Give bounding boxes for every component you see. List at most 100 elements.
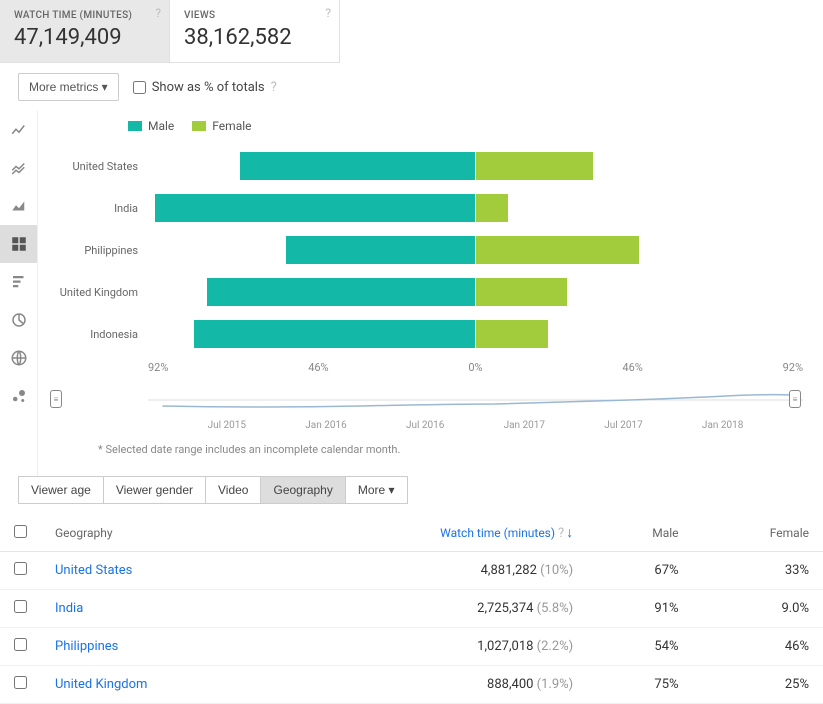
show-as-pct-checkbox[interactable]: Show as % of totals ? <box>133 80 277 95</box>
metric-cards: ? WATCH TIME (MINUTES) 47,149,409 ? VIEW… <box>0 0 823 63</box>
sort-descending-icon: ↓ <box>566 525 573 541</box>
col-geography[interactable]: Geography <box>41 514 275 552</box>
bar-chart-icon[interactable] <box>0 263 37 301</box>
card-label: WATCH TIME (MINUTES) <box>14 10 155 21</box>
bar-row: United States <box>48 145 803 187</box>
axis-ticks: 92% 46% 0% 46% 92% <box>148 361 803 374</box>
bar-track <box>148 320 803 348</box>
help-icon[interactable]: ? <box>558 526 564 541</box>
male-cell: 91% <box>587 590 692 628</box>
bar-female <box>476 194 509 222</box>
watch-time-cell: 888,400 (1.9%) <box>275 666 588 704</box>
geography-link[interactable]: India <box>41 590 275 628</box>
help-icon[interactable]: ? <box>325 6 331 20</box>
help-icon[interactable]: ? <box>155 6 161 20</box>
tab-video[interactable]: Video <box>205 476 261 504</box>
legend-female: Female <box>192 119 251 133</box>
watch-time-cell: 1,027,018 (2.2%) <box>275 628 588 666</box>
grid-icon[interactable] <box>0 225 37 263</box>
area-chart-icon[interactable] <box>0 187 37 225</box>
tab-more[interactable]: More ▾ <box>345 476 408 504</box>
card-views[interactable]: ? VIEWS 38,162,582 <box>170 0 340 63</box>
bar-row: India <box>48 187 803 229</box>
multi-line-icon[interactable] <box>0 149 37 187</box>
select-all-checkbox[interactable] <box>0 514 41 552</box>
female-cell: 9.0% <box>693 590 823 628</box>
scrub-right[interactable]: ≡ <box>789 390 801 408</box>
more-metrics-button[interactable]: More metrics ▾ <box>18 73 119 101</box>
col-female[interactable]: Female <box>693 514 823 552</box>
bar-row: United Kingdom <box>48 271 803 313</box>
bar-male <box>155 194 476 222</box>
watch-time-cell: 4,881,282 (10%) <box>275 552 588 590</box>
line-chart-icon[interactable] <box>0 111 37 149</box>
tab-viewer-age[interactable]: Viewer age <box>18 476 104 504</box>
help-icon[interactable]: ? <box>271 80 277 95</box>
table-row: United Kingdom888,400 (1.9%)75%25% <box>0 666 823 704</box>
table-body: United States4,881,282 (10%)67%33%India2… <box>0 552 823 704</box>
male-cell: 54% <box>587 628 692 666</box>
chart-legend: Male Female <box>48 119 803 133</box>
pie-chart-icon[interactable] <box>0 301 37 339</box>
bar-track <box>148 194 803 222</box>
timeline[interactable]: ≡ ≡ Jul 2015 Jan 2016 Jul 2016 Jan 2017 … <box>48 384 803 431</box>
geography-link[interactable]: Philippines <box>41 628 275 666</box>
geography-link[interactable]: United Kingdom <box>41 666 275 704</box>
tab-viewer-gender[interactable]: Viewer gender <box>103 476 206 504</box>
tab-geography[interactable]: Geography <box>260 476 345 504</box>
bar-male <box>286 236 476 264</box>
card-value: 38,162,582 <box>184 25 325 50</box>
bar-track <box>148 278 803 306</box>
bar-male <box>207 278 476 306</box>
male-cell: 75% <box>587 666 692 704</box>
diverging-bar-chart: United States India Philippines United King… <box>48 145 803 355</box>
row-checkbox[interactable] <box>0 552 41 590</box>
table-row: Philippines1,027,018 (2.2%)54%46% <box>0 628 823 666</box>
axis-row: 92% 46% 0% 46% 92% <box>48 361 803 374</box>
card-watch-time[interactable]: ? WATCH TIME (MINUTES) 47,149,409 <box>0 0 170 63</box>
controls-row: More metrics ▾ Show as % of totals ? <box>0 63 823 111</box>
legend-male: Male <box>128 119 174 133</box>
bar-track <box>148 152 803 180</box>
bar-label: Indonesia <box>48 328 148 341</box>
bubble-chart-icon[interactable] <box>0 377 37 415</box>
col-watch-time[interactable]: Watch time (minutes) ?↓ <box>275 514 588 552</box>
bar-female <box>476 152 594 180</box>
bar-label: Philippines <box>48 244 148 257</box>
bar-track <box>148 236 803 264</box>
globe-icon[interactable] <box>0 339 37 377</box>
row-checkbox[interactable] <box>0 628 41 666</box>
footnote: * Selected date range includes an incomp… <box>48 431 803 468</box>
female-cell: 46% <box>693 628 823 666</box>
col-male[interactable]: Male <box>587 514 692 552</box>
swatch-male <box>128 121 142 131</box>
table-row: United States4,881,282 (10%)67%33% <box>0 552 823 590</box>
watch-time-cell: 2,725,374 (5.8%) <box>275 590 588 628</box>
bar-female <box>476 320 548 348</box>
main-area: Male Female United States India Philippine… <box>0 111 823 476</box>
bar-label: India <box>48 202 148 215</box>
scrub-left[interactable]: ≡ <box>50 390 62 408</box>
row-checkbox[interactable] <box>0 666 41 704</box>
bar-male <box>240 152 476 180</box>
female-cell: 33% <box>693 552 823 590</box>
bar-label: United Kingdom <box>48 286 148 299</box>
geography-table: Geography Watch time (minutes) ?↓ Male F… <box>0 514 823 704</box>
timeline-sparkline <box>148 384 803 416</box>
table-row: India2,725,374 (5.8%)91%9.0% <box>0 590 823 628</box>
geography-link[interactable]: United States <box>41 552 275 590</box>
show-as-pct-input[interactable] <box>133 81 146 94</box>
dimension-tabs: Viewer ageViewer genderVideoGeographyMor… <box>0 476 823 514</box>
card-value: 47,149,409 <box>14 25 155 50</box>
bar-female <box>476 236 640 264</box>
bar-male <box>194 320 476 348</box>
female-cell: 25% <box>693 666 823 704</box>
row-checkbox[interactable] <box>0 590 41 628</box>
bar-row: Indonesia <box>48 313 803 355</box>
male-cell: 67% <box>587 552 692 590</box>
card-label: VIEWS <box>184 10 325 21</box>
chart-zone: Male Female United States India Philippine… <box>38 111 823 476</box>
timeline-labels: Jul 2015 Jan 2016 Jul 2016 Jan 2017 Jul … <box>148 420 803 431</box>
swatch-female <box>192 121 206 131</box>
bar-row: Philippines <box>48 229 803 271</box>
